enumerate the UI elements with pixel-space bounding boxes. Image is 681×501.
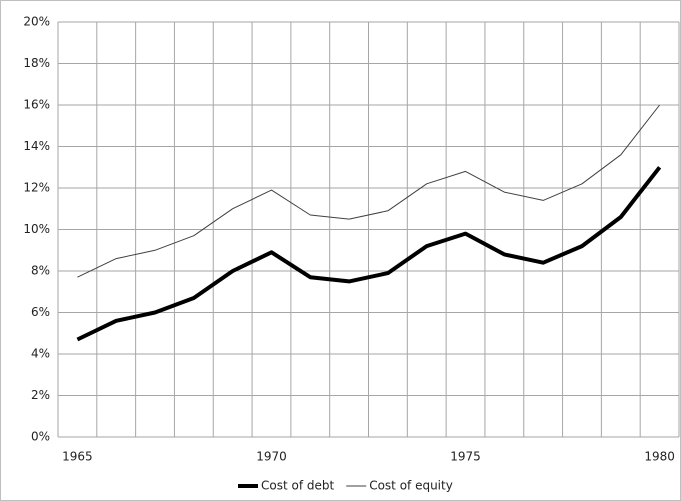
legend-label: Cost of equity	[369, 479, 453, 493]
x-tick-label: 1970	[256, 450, 287, 464]
x-tick-label: 1965	[62, 450, 93, 464]
y-tick-label: 0%	[31, 430, 50, 444]
y-tick-label: 4%	[31, 347, 50, 361]
y-tick-label: 18%	[23, 56, 50, 70]
x-tick-label: 1980	[644, 450, 675, 464]
x-tick-label: 1975	[450, 450, 481, 464]
series-line	[76, 166, 662, 342]
y-tick-label: 8%	[31, 264, 50, 278]
y-tick-label: 2%	[31, 388, 50, 402]
legend-label: Cost of debt	[261, 479, 334, 493]
y-tick-label: 14%	[23, 139, 50, 153]
y-tick-label: 20%	[23, 15, 50, 29]
y-tick-label: 16%	[23, 98, 50, 112]
y-tick-label: 10%	[23, 222, 50, 236]
series-line	[77, 104, 660, 278]
y-tick-label: 12%	[23, 181, 50, 195]
y-tick-label: 6%	[31, 305, 50, 319]
